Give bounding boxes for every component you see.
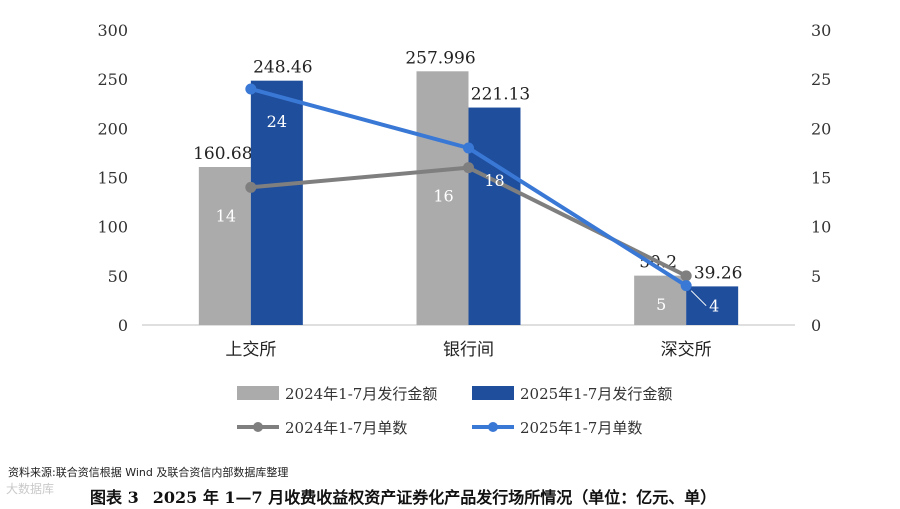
caption-label: 图表 3 (90, 488, 139, 507)
line-point (463, 142, 474, 154)
legend-marker (253, 422, 263, 432)
y-left-tick-label: 0 (118, 316, 128, 335)
y-left-tick-label: 200 (97, 119, 128, 138)
figure-caption: 图表 3 2025 年 1—7 月收费收益权资产证券化产品发行场所情况（单位：亿元… (90, 484, 730, 508)
source-note: 资料来源:联合资信根据 Wind 及联合资信内部数据库整理 (8, 466, 289, 479)
legend-label: 2024年1-7月单数 (285, 419, 407, 437)
line-value-label: 24 (267, 112, 287, 131)
line-point (463, 162, 474, 174)
line-value-label: 4 (709, 297, 719, 316)
bar (198, 166, 251, 325)
bar-value-label: 248.46 (253, 58, 312, 78)
bar (686, 286, 739, 325)
chart: 0 50 100 150 200 250 300 0 5 10 15 20 25 30 160.68 248.… (97, 21, 831, 437)
y-right-tick-label: 20 (811, 119, 831, 138)
category-label: 深交所 (661, 340, 712, 360)
y-right-tick-label: 10 (811, 218, 831, 237)
legend-swatch (472, 386, 514, 400)
category-label: 银行间 (443, 340, 494, 360)
bar (250, 80, 303, 325)
line-value-label: 5 (656, 295, 666, 314)
bar-value-label: 39.26 (694, 263, 743, 283)
y-left-tick-label: 150 (97, 169, 128, 188)
legend-label: 2024年1-7月发行金额 (285, 385, 437, 403)
leader-line (690, 290, 707, 307)
bar-value-label: 160.68 (193, 144, 252, 164)
y-left-tick-label: 250 (97, 70, 128, 89)
line-value-label: 14 (216, 206, 236, 225)
line-point (245, 83, 257, 95)
legend-swatch (237, 386, 279, 400)
caption-title: 2025 年 1—7 月收费收益权资产证券化产品发行场所情况（单位：亿元、单） (152, 488, 717, 507)
line-value-label: 18 (484, 171, 504, 190)
y-left-tick-label: 50 (108, 267, 128, 286)
line-point (680, 270, 692, 282)
y-right-tick-label: 0 (811, 316, 821, 335)
legend-label: 2025年1-7月发行金额 (520, 385, 672, 403)
bar (634, 275, 687, 325)
y-right-tick-label: 30 (811, 21, 831, 40)
y-right-tick-label: 15 (811, 169, 831, 188)
line-value-label: 16 (433, 187, 453, 206)
watermark: 大数据库 (6, 482, 55, 496)
y-left-tick-label: 100 (97, 218, 128, 237)
bar (416, 71, 469, 326)
category-label: 上交所 (225, 340, 276, 360)
y-right-tick-label: 25 (811, 70, 831, 89)
legend-marker (488, 422, 498, 432)
bar-value-label: 221.13 (471, 85, 530, 105)
y-right-tick-label: 5 (811, 267, 821, 286)
bar-value-label: 257.996 (405, 48, 475, 68)
line-point (680, 280, 692, 292)
line-point (245, 181, 257, 193)
y-left-tick-label: 300 (97, 21, 128, 40)
legend-label: 2025年1-7月单数 (520, 419, 642, 437)
bar (468, 107, 521, 325)
